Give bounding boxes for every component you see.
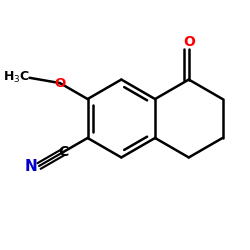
Text: O: O [54,76,66,90]
Text: O: O [183,35,195,49]
Text: N: N [24,158,37,174]
Text: C: C [58,145,68,159]
Text: H$_3$C: H$_3$C [3,70,30,85]
